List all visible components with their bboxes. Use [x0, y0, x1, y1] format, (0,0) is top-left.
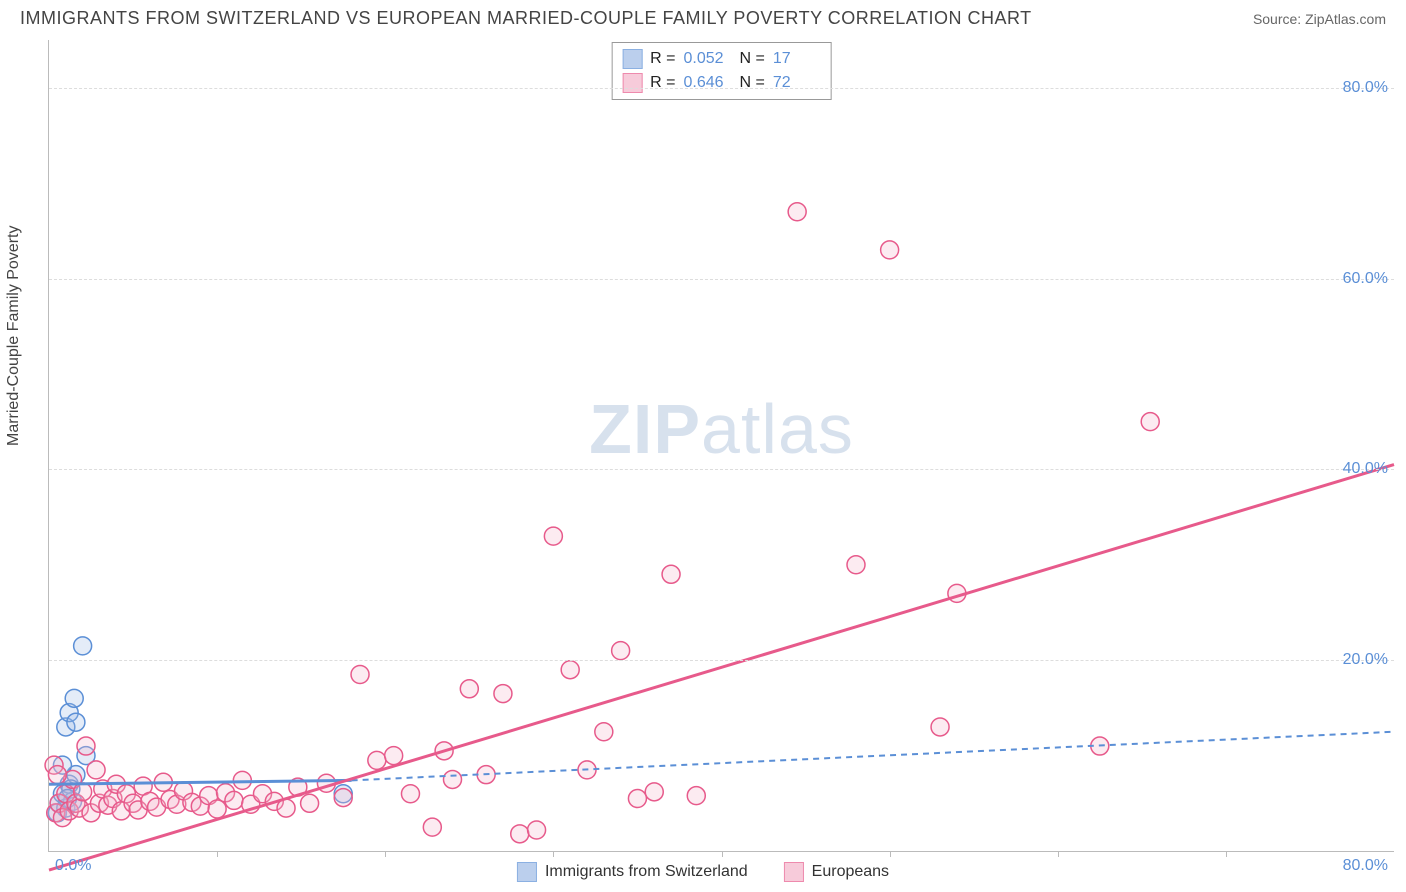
legend-swatch	[784, 862, 804, 882]
n-value: 72	[773, 74, 821, 92]
n-value: 17	[773, 50, 821, 68]
data-point	[511, 825, 529, 843]
y-tick-label: 20.0%	[1343, 651, 1388, 669]
data-point	[561, 661, 579, 679]
data-point	[87, 761, 105, 779]
correlation-legend: R = 0.052 N = 17 R = 0.646 N = 72	[611, 42, 832, 100]
data-point	[368, 751, 386, 769]
data-point	[208, 800, 226, 818]
x-minor-tick	[385, 851, 386, 857]
data-point	[351, 665, 369, 683]
chart-title: IMMIGRANTS FROM SWITZERLAND VS EUROPEAN …	[20, 8, 1032, 29]
x-tick-zero: 0.0%	[55, 857, 91, 875]
y-tick-label: 80.0%	[1343, 79, 1388, 97]
data-point	[931, 718, 949, 736]
r-label: R =	[650, 74, 675, 92]
data-point	[544, 527, 562, 545]
legend-row: R = 0.646 N = 72	[622, 71, 821, 95]
data-point	[401, 785, 419, 803]
legend-row: R = 0.052 N = 17	[622, 47, 821, 71]
y-axis-label: Married-Couple Family Poverty	[5, 225, 23, 446]
gridline	[49, 88, 1394, 89]
gridline	[49, 660, 1394, 661]
data-point	[77, 737, 95, 755]
y-tick-label: 40.0%	[1343, 460, 1388, 478]
data-point	[385, 747, 403, 765]
legend-item: Immigrants from Switzerland	[517, 862, 748, 882]
x-minor-tick	[722, 851, 723, 857]
data-point	[612, 642, 630, 660]
trend-line	[49, 465, 1394, 870]
data-point	[65, 689, 83, 707]
r-value: 0.646	[684, 74, 732, 92]
data-point	[67, 713, 85, 731]
x-minor-tick	[217, 851, 218, 857]
x-minor-tick	[890, 851, 891, 857]
data-point	[662, 565, 680, 583]
legend-swatch	[622, 73, 642, 93]
data-point	[460, 680, 478, 698]
gridline	[49, 469, 1394, 470]
data-point	[494, 685, 512, 703]
r-value: 0.052	[684, 50, 732, 68]
legend-swatch	[517, 862, 537, 882]
series-legend: Immigrants from Switzerland Europeans	[517, 862, 889, 882]
n-label: N =	[740, 50, 765, 68]
data-point	[1141, 413, 1159, 431]
data-point	[48, 766, 66, 784]
scatter-chart: ZIPatlas R =0.052N =17R =0.646N =72 0.0%…	[48, 40, 1394, 852]
y-tick-label: 60.0%	[1343, 270, 1388, 288]
x-tick-max: 80.0%	[1343, 857, 1388, 875]
legend-label: Immigrants from Switzerland	[545, 863, 748, 881]
x-minor-tick	[1058, 851, 1059, 857]
data-point	[423, 818, 441, 836]
trend-line-extrapolated	[352, 732, 1394, 781]
plot-svg	[49, 40, 1394, 851]
data-point	[595, 723, 613, 741]
x-minor-tick	[553, 851, 554, 857]
data-point	[74, 637, 92, 655]
legend-swatch	[622, 49, 642, 69]
data-point	[225, 791, 243, 809]
data-point	[528, 821, 546, 839]
r-label: R =	[650, 50, 675, 68]
gridline	[49, 279, 1394, 280]
n-label: N =	[740, 74, 765, 92]
legend-label: Europeans	[812, 863, 889, 881]
x-minor-tick	[1226, 851, 1227, 857]
data-point	[301, 794, 319, 812]
data-point	[687, 787, 705, 805]
data-point	[881, 241, 899, 259]
data-point	[645, 783, 663, 801]
data-point	[74, 783, 92, 801]
data-point	[444, 770, 462, 788]
legend-item: Europeans	[784, 862, 889, 882]
data-point	[847, 556, 865, 574]
data-point	[788, 203, 806, 221]
source-attribution: Source: ZipAtlas.com	[1253, 11, 1386, 27]
data-point	[628, 790, 646, 808]
data-point	[334, 789, 352, 807]
